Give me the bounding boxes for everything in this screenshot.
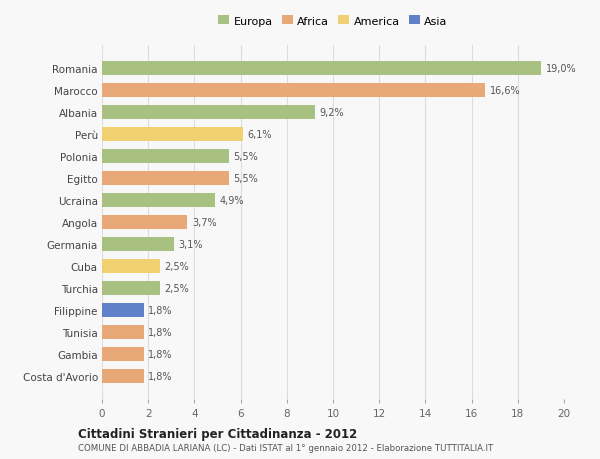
Text: 1,8%: 1,8%	[148, 349, 173, 359]
Text: 1,8%: 1,8%	[148, 305, 173, 315]
Bar	[102, 128, 243, 142]
Bar	[102, 150, 229, 164]
Bar	[102, 281, 160, 296]
Text: 16,6%: 16,6%	[490, 86, 521, 96]
Bar	[102, 84, 485, 98]
Bar	[102, 194, 215, 208]
Text: 9,2%: 9,2%	[319, 108, 344, 118]
Text: 5,5%: 5,5%	[233, 152, 259, 162]
Text: 3,1%: 3,1%	[178, 240, 203, 250]
Bar	[102, 303, 143, 318]
Bar	[102, 369, 143, 383]
Text: 1,8%: 1,8%	[148, 327, 173, 337]
Bar	[102, 172, 229, 186]
Text: 19,0%: 19,0%	[545, 64, 576, 74]
Bar	[102, 237, 173, 252]
Text: 2,5%: 2,5%	[164, 283, 189, 293]
Text: 3,7%: 3,7%	[192, 218, 217, 228]
Text: COMUNE DI ABBADIA LARIANA (LC) - Dati ISTAT al 1° gennaio 2012 - Elaborazione TU: COMUNE DI ABBADIA LARIANA (LC) - Dati IS…	[78, 443, 493, 452]
Bar	[102, 259, 160, 274]
Text: 4,9%: 4,9%	[220, 196, 244, 206]
Bar	[102, 347, 143, 361]
Bar	[102, 325, 143, 339]
Bar	[102, 215, 187, 230]
Text: 2,5%: 2,5%	[164, 262, 189, 271]
Text: 5,5%: 5,5%	[233, 174, 259, 184]
Text: Cittadini Stranieri per Cittadinanza - 2012: Cittadini Stranieri per Cittadinanza - 2…	[78, 427, 357, 440]
Text: 6,1%: 6,1%	[248, 130, 272, 140]
Bar	[102, 62, 541, 76]
Legend: Europa, Africa, America, Asia: Europa, Africa, America, Asia	[218, 16, 448, 27]
Bar	[102, 106, 314, 120]
Text: 1,8%: 1,8%	[148, 371, 173, 381]
